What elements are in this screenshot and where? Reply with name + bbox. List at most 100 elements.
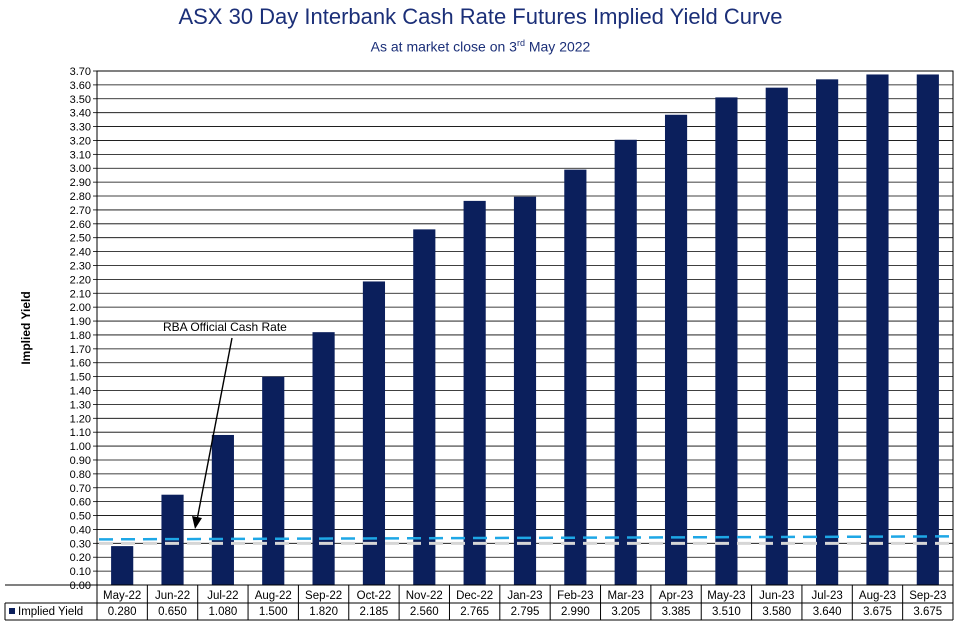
y-tick-label: 1.80: [70, 330, 91, 342]
y-tick-label: 0.90: [70, 455, 91, 467]
data-label: 3.510: [712, 606, 741, 618]
data-label: 3.205: [611, 606, 640, 618]
y-tick-label: 3.00: [70, 163, 91, 175]
bar: [211, 434, 234, 585]
y-tick-label: 2.70: [70, 205, 91, 217]
bar: [866, 74, 889, 586]
y-tick-label: 2.90: [70, 177, 91, 189]
x-tick-label: Mar-23: [607, 590, 643, 602]
y-tick-label: 2.00: [70, 302, 91, 314]
y-tick-label: 0.10: [70, 566, 91, 578]
y-tick-label: 1.50: [70, 372, 91, 384]
chart-title: ASX 30 Day Interbank Cash Rate Futures I…: [178, 4, 783, 29]
bar: [715, 97, 738, 585]
bar: [765, 87, 788, 585]
y-tick-label: 2.40: [70, 247, 91, 259]
y-tick-label: 1.90: [70, 316, 91, 328]
bar: [614, 139, 637, 585]
data-label: 2.765: [460, 606, 489, 618]
data-label: 0.280: [108, 606, 137, 618]
y-tick-label: 2.60: [70, 219, 91, 231]
subtitle-superscript: rd: [516, 38, 525, 48]
y-tick-label: 0.60: [70, 497, 91, 509]
x-tick-label: May-23: [707, 590, 745, 602]
y-tick-label: 0.40: [70, 524, 91, 536]
x-tick-label: Feb-23: [557, 590, 593, 602]
y-tick-label: 2.50: [70, 233, 91, 245]
y-tick-label: 1.10: [70, 427, 91, 439]
data-label: 3.675: [913, 606, 942, 618]
y-tick-label: 3.40: [70, 108, 91, 120]
bar: [816, 79, 839, 585]
y-tick-label: 1.30: [70, 399, 91, 411]
y-axis-label: Implied Yield: [19, 291, 33, 364]
y-tick-label: 1.60: [70, 358, 91, 370]
y-tick-label: 0.50: [70, 511, 91, 523]
bar: [312, 332, 335, 585]
y-tick-label: 3.60: [70, 80, 91, 92]
y-tick-label: 1.00: [70, 441, 91, 453]
x-tick-label: Jul-22: [207, 590, 238, 602]
data-label: 1.080: [208, 606, 237, 618]
y-tick-label: 1.40: [70, 386, 91, 398]
bar: [513, 196, 537, 585]
data-label: 0.650: [158, 606, 187, 618]
subtitle-text-pre: As at market close on 3: [370, 38, 517, 55]
y-tick-label: 2.30: [70, 260, 91, 272]
bar: [413, 229, 436, 586]
y-tick-label: 2.80: [70, 191, 91, 203]
data-label: 3.580: [762, 606, 791, 618]
x-tick-label: Sep-23: [909, 590, 946, 602]
x-tick-label: Aug-22: [255, 590, 292, 602]
annotation-arrow-head: [192, 516, 202, 529]
y-tick-label: 3.20: [70, 135, 91, 147]
chart-subtitle: As at market close on 3rd May 2022: [0, 38, 961, 55]
annotation-label: RBA Official Cash Rate: [163, 320, 287, 334]
y-tick-label: 3.70: [70, 66, 91, 78]
x-tick-label: Jul-23: [811, 590, 842, 602]
x-tick-label: Nov-22: [406, 590, 443, 602]
subtitle-text-post: May 2022: [524, 38, 591, 55]
y-tick-label: 0.30: [70, 538, 91, 550]
x-tick-label: Jun-22: [155, 590, 190, 602]
y-tick-label: 1.70: [70, 344, 91, 356]
x-tick-label: Dec-22: [456, 590, 493, 602]
x-tick-label: Apr-23: [659, 590, 694, 602]
y-tick-label: 3.10: [70, 149, 91, 161]
data-label: 3.385: [662, 606, 691, 618]
bar: [111, 546, 134, 585]
x-tick-label: May-22: [103, 590, 141, 602]
y-tick-label: 0.80: [70, 469, 91, 481]
reference-line: [98, 535, 952, 541]
x-tick-label: Aug-23: [859, 590, 896, 602]
x-tick-label: Jun-23: [759, 590, 794, 602]
bar: [262, 376, 285, 585]
data-label: 1.820: [309, 606, 338, 618]
bar: [916, 74, 939, 586]
bar: [362, 281, 386, 585]
y-tick-label: 3.50: [70, 94, 91, 106]
y-tick-label: 0.70: [70, 483, 91, 495]
data-label: 2.185: [360, 606, 389, 618]
data-label: 3.675: [863, 606, 892, 618]
y-tick-label: 3.30: [70, 122, 91, 134]
bar: [463, 200, 486, 585]
x-tick-label: Oct-22: [357, 590, 392, 602]
bar: [664, 114, 688, 585]
data-label: 2.990: [561, 606, 590, 618]
y-tick-label: 0.20: [70, 552, 91, 564]
legend-swatch: [9, 608, 15, 614]
data-label: 3.640: [813, 606, 842, 618]
y-tick-label: 2.10: [70, 288, 91, 300]
x-tick-label: Sep-22: [305, 590, 342, 602]
y-tick-label: 1.20: [70, 413, 91, 425]
legend-label: Implied Yield: [18, 606, 83, 618]
bar: [564, 169, 587, 585]
data-label: 2.795: [511, 606, 540, 618]
data-label: 2.560: [410, 606, 439, 618]
annotation-arrow-line: [196, 337, 233, 521]
data-label: 1.500: [259, 606, 288, 618]
y-tick-label: 0.00: [70, 580, 91, 592]
y-tick-label: 2.20: [70, 274, 91, 286]
